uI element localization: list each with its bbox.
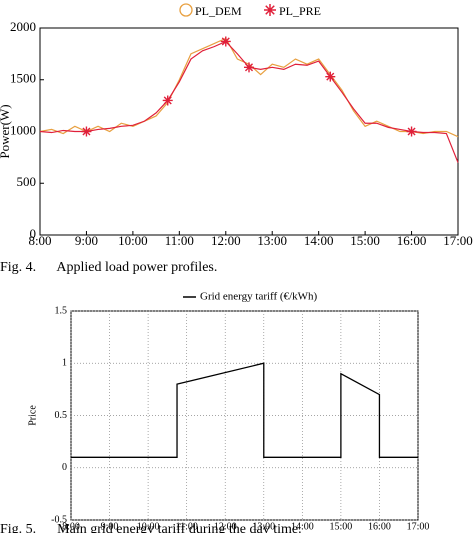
x-tick-label: 14:00	[291, 521, 314, 532]
data-marker	[81, 126, 92, 137]
x-tick-label: 10:00	[118, 233, 148, 248]
x-tick-label: 12:00	[211, 233, 241, 248]
x-tick-label: 15:00	[350, 233, 380, 248]
series-line	[71, 362, 418, 458]
y-tick-label: 0.5	[55, 410, 68, 421]
data-marker	[325, 71, 336, 82]
y-tick-label: 0	[62, 462, 67, 473]
y-tick-label: 500	[17, 174, 37, 189]
x-tick-label: 17:00	[407, 521, 430, 532]
data-marker	[244, 62, 254, 73]
y-tick-label: 1	[62, 358, 67, 369]
x-tick-label: 15:00	[329, 521, 352, 532]
legend-label: PL_DEM	[195, 4, 242, 18]
series-line	[39, 37, 459, 138]
y-axis-label: Price	[27, 405, 38, 426]
x-tick-label: 9:00	[75, 233, 98, 248]
x-tick-label: 11:00	[165, 233, 194, 248]
x-tick-label: 9:00	[101, 521, 119, 532]
figure-caption: Fig. 4. Applied load power profiles.	[0, 260, 217, 275]
x-tick-label: 16:00	[397, 233, 427, 248]
x-tick-label: 12:00	[214, 521, 237, 532]
y-tick-label: -0.5	[51, 514, 67, 525]
y-tick-label: 1.5	[55, 305, 68, 316]
y-tick-label: 1500	[10, 71, 36, 86]
x-tick-label: 16:00	[368, 521, 391, 532]
y-axis-label: Power(W)	[0, 104, 12, 158]
y-tick-label: 2000	[10, 19, 36, 34]
x-tick-label: 8:00	[62, 521, 80, 532]
legend-symbol	[179, 3, 193, 17]
data-marker	[406, 126, 417, 137]
x-tick-label: 13:00	[257, 233, 287, 248]
legend-label: PL_PRE	[279, 4, 321, 18]
x-tick-label: 17:00	[443, 233, 473, 248]
data-marker	[220, 36, 231, 47]
series-line	[39, 40, 459, 163]
x-tick-label: 10:00	[137, 521, 160, 532]
legend-box	[175, 288, 347, 306]
figure-caption: Fig. 5. Main grid energy tariff during t…	[0, 522, 302, 533]
data-marker	[162, 95, 173, 106]
x-tick-label: 11:00	[175, 521, 197, 532]
x-tick-label: 8:00	[28, 233, 51, 248]
legend-label: Grid energy tariff (€/kWh)	[200, 291, 318, 303]
y-tick-label: 1000	[10, 122, 36, 137]
x-tick-label: 13:00	[252, 521, 275, 532]
legend-symbol	[264, 4, 276, 16]
y-tick-label: 0	[30, 226, 37, 241]
x-tick-label: 14:00	[304, 233, 334, 248]
plot-frame	[39, 27, 459, 236]
